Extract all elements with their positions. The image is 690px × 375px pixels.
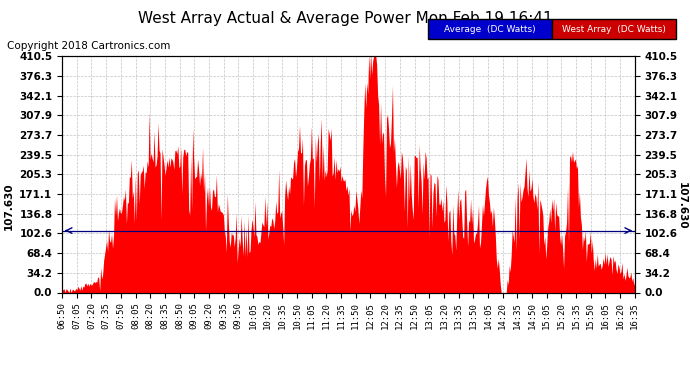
Text: 107.630: 107.630 (677, 183, 687, 230)
Text: West Array Actual & Average Power Mon Feb 19 16:41: West Array Actual & Average Power Mon Fe… (138, 11, 552, 26)
Text: 107.630: 107.630 (3, 183, 13, 230)
Text: Copyright 2018 Cartronics.com: Copyright 2018 Cartronics.com (7, 41, 170, 51)
Text: West Array  (DC Watts): West Array (DC Watts) (562, 25, 666, 34)
Text: Average  (DC Watts): Average (DC Watts) (444, 25, 535, 34)
